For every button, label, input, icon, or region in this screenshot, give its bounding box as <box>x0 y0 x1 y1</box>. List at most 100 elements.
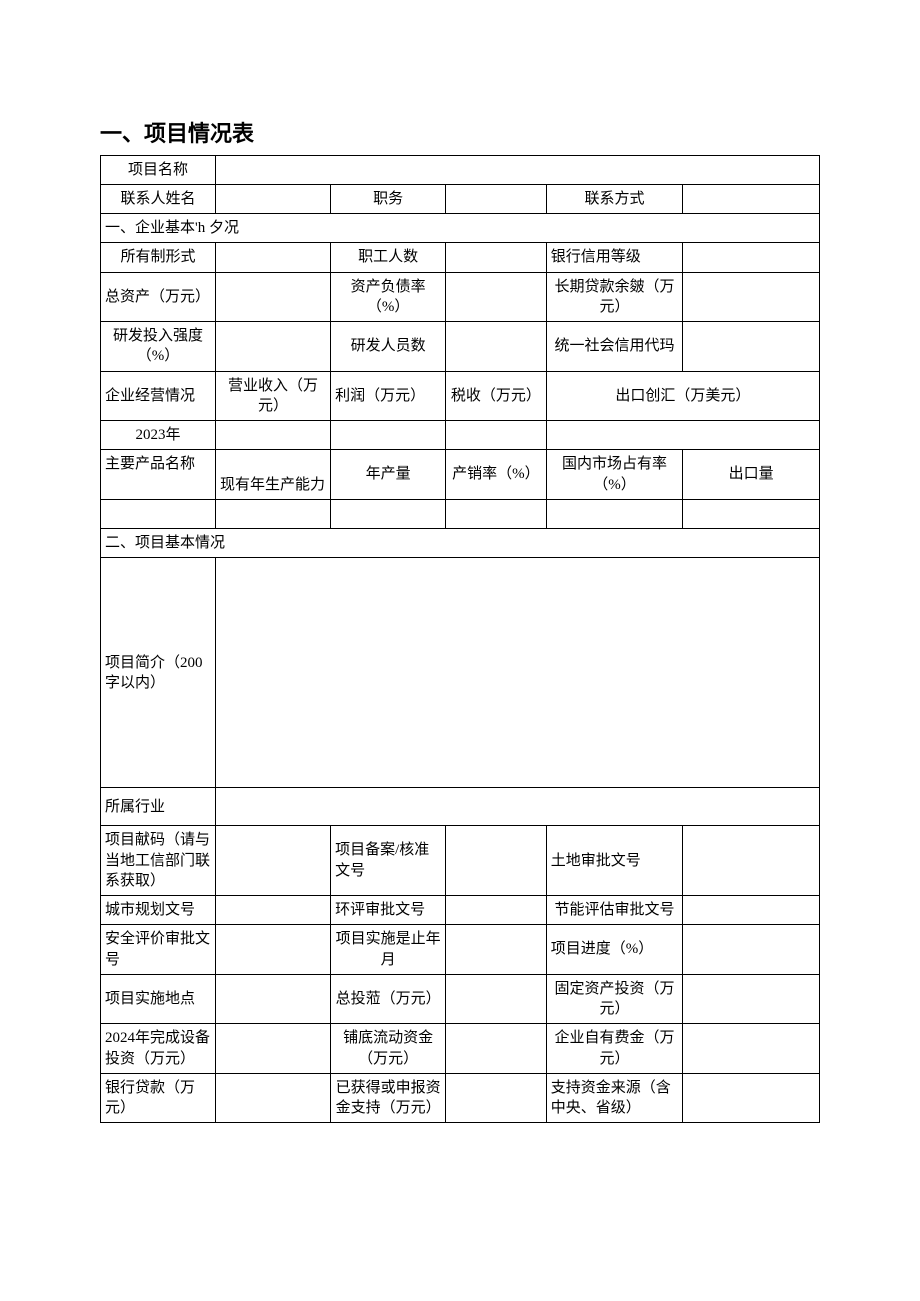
value-bank-credit[interactable] <box>683 243 820 272</box>
value-eia-no[interactable] <box>446 896 547 925</box>
row-total-assets: 总资产（万元） 资产负债率（%） 长期贷款余皴（万元） <box>101 272 820 322</box>
value-social-credit[interactable] <box>683 322 820 372</box>
value-support-source[interactable] <box>683 1073 820 1123</box>
value-contact-name[interactable] <box>216 184 331 213</box>
label-contact-name: 联系人姓名 <box>101 184 216 213</box>
row-project-brief: 项目简介（200字以内） <box>101 558 820 788</box>
value-applied-support[interactable] <box>446 1073 547 1123</box>
value-city-plan[interactable] <box>216 896 331 925</box>
label-market-share: 国内市场占有率（%） <box>546 450 683 500</box>
label-capacity: 现有年生产能力 <box>216 450 331 500</box>
row-year-2023: 2023年 <box>101 421 820 450</box>
value-rd-intensity[interactable] <box>216 322 331 372</box>
row-equip-2024: 2024年完成设备投资（万元） 铺底流动资金（万元） 企业自有费金（万元） <box>101 1024 820 1074</box>
label-year-2023: 2023年 <box>101 421 216 450</box>
label-ownership: 所有制形式 <box>101 243 216 272</box>
label-safety-no: 安全评价审批文号 <box>101 925 216 975</box>
project-form-table: 项目名称 联系人姓名 职务 联系方式 一、企业基本'h 夕况 所有制形式 职工人… <box>100 155 820 1124</box>
value-total-assets[interactable] <box>216 272 331 322</box>
label-long-loan: 长期贷款余皴（万元） <box>546 272 683 322</box>
value-sales-ratio[interactable] <box>446 499 547 528</box>
value-bank-loan[interactable] <box>216 1073 331 1123</box>
value-safety-no[interactable] <box>216 925 331 975</box>
row-project-name: 项目名称 <box>101 155 820 184</box>
value-market-share[interactable] <box>546 499 683 528</box>
label-debt-ratio: 资产负债率（%） <box>331 272 446 322</box>
label-main-product: 主要产品名称 <box>101 450 216 500</box>
row-bank-loan: 银行贷款（万元） 已获得或申报资金支持（万元） 支持资金来源（含中央、省级） <box>101 1073 820 1123</box>
row-industry: 所属行业 <box>101 788 820 826</box>
label-rd-staff: 研发人员数 <box>331 322 446 372</box>
value-export-fx[interactable] <box>546 421 819 450</box>
row-product-data <box>101 499 820 528</box>
label-city-plan: 城市规划文号 <box>101 896 216 925</box>
section-company-heading: 一、企业基本'h 夕况 <box>101 214 820 243</box>
value-long-loan[interactable] <box>683 272 820 322</box>
value-equip-2024[interactable] <box>216 1024 331 1074</box>
row-project-code: 项目献码（请与当地工信部门联系获取） 项目备案/核准文号 土地审批文号 <box>101 826 820 896</box>
value-profit[interactable] <box>331 421 446 450</box>
value-annual-output[interactable] <box>331 499 446 528</box>
value-project-code[interactable] <box>216 826 331 896</box>
label-social-credit: 统一社会信用代玛 <box>546 322 683 372</box>
label-ops: 企业经营情况 <box>101 371 216 421</box>
row-safety: 安全评价审批文号 项目实施是止年月 项目进度（%） <box>101 925 820 975</box>
label-equip-2024: 2024年完成设备投资（万元） <box>101 1024 216 1074</box>
label-employees: 职工人数 <box>331 243 446 272</box>
label-contact-way: 联系方式 <box>546 184 683 213</box>
value-own-funds[interactable] <box>683 1024 820 1074</box>
label-working-capital: 铺底流动资金（万元） <box>331 1024 446 1074</box>
value-total-invest[interactable] <box>446 974 547 1024</box>
label-energy-no: 节能评估审批文号 <box>546 896 683 925</box>
section-project-heading: 二、项目基本情况 <box>101 529 820 558</box>
label-total-invest: 总投蒞（万元） <box>331 974 446 1024</box>
label-project-code: 项目献码（请与当地工信部门联系获取） <box>101 826 216 896</box>
row-section-project: 二、项目基本情况 <box>101 529 820 558</box>
label-annual-output: 年产量 <box>331 450 446 500</box>
value-working-capital[interactable] <box>446 1024 547 1074</box>
value-energy-no[interactable] <box>683 896 820 925</box>
value-ownership[interactable] <box>216 243 331 272</box>
value-project-name[interactable] <box>216 155 820 184</box>
value-industry[interactable] <box>216 788 820 826</box>
row-section-company: 一、企业基本'h 夕况 <box>101 214 820 243</box>
row-ops-header: 企业经营情况 营业收入（万元） 利润（万元） 税收（万元） 出口创汇（万美元） <box>101 371 820 421</box>
value-position[interactable] <box>446 184 547 213</box>
value-project-brief[interactable] <box>216 558 820 788</box>
value-debt-ratio[interactable] <box>446 272 547 322</box>
page: 一、项目情况表 项目名称 联系人姓名 职务 联系方式 一、企业基本'h 夕况 所… <box>0 0 920 1203</box>
label-bank-loan: 银行贷款（万元） <box>101 1073 216 1123</box>
value-main-product[interactable] <box>101 499 216 528</box>
label-project-name: 项目名称 <box>101 155 216 184</box>
label-total-assets: 总资产（万元） <box>101 272 216 322</box>
value-filing-no[interactable] <box>446 826 547 896</box>
value-contact-way[interactable] <box>683 184 820 213</box>
value-impl-period[interactable] <box>446 925 547 975</box>
label-revenue: 营业收入（万元） <box>216 371 331 421</box>
label-profit: 利润（万元） <box>331 371 446 421</box>
row-ownership: 所有制形式 职工人数 银行信用等级 <box>101 243 820 272</box>
value-impl-place[interactable] <box>216 974 331 1024</box>
label-tax: 税收（万元） <box>446 371 547 421</box>
value-revenue[interactable] <box>216 421 331 450</box>
value-fixed-asset[interactable] <box>683 974 820 1024</box>
label-applied-support: 已获得或申报资金支持（万元） <box>331 1073 446 1123</box>
value-employees[interactable] <box>446 243 547 272</box>
value-tax[interactable] <box>446 421 547 450</box>
value-rd-staff[interactable] <box>446 322 547 372</box>
label-export-fx: 出口创汇（万美元） <box>546 371 819 421</box>
label-impl-place: 项目实施地点 <box>101 974 216 1024</box>
row-rd: 研发投入强度（%） 研发人员数 统一社会信用代玛 <box>101 322 820 372</box>
label-bank-credit: 银行信用等级 <box>546 243 683 272</box>
label-rd-intensity: 研发投入强度（%） <box>101 322 216 372</box>
value-land-no[interactable] <box>683 826 820 896</box>
value-export-vol[interactable] <box>683 499 820 528</box>
row-contact: 联系人姓名 职务 联系方式 <box>101 184 820 213</box>
label-industry: 所属行业 <box>101 788 216 826</box>
label-export-vol: 出口量 <box>683 450 820 500</box>
page-title: 一、项目情况表 <box>100 120 820 149</box>
value-progress[interactable] <box>683 925 820 975</box>
row-product-header: 主要产品名称 现有年生产能力 年产量 产销率（%） 国内市场占有率（%） 出口量 <box>101 450 820 500</box>
label-sales-ratio: 产销率（%） <box>446 450 547 500</box>
value-capacity[interactable] <box>216 499 331 528</box>
